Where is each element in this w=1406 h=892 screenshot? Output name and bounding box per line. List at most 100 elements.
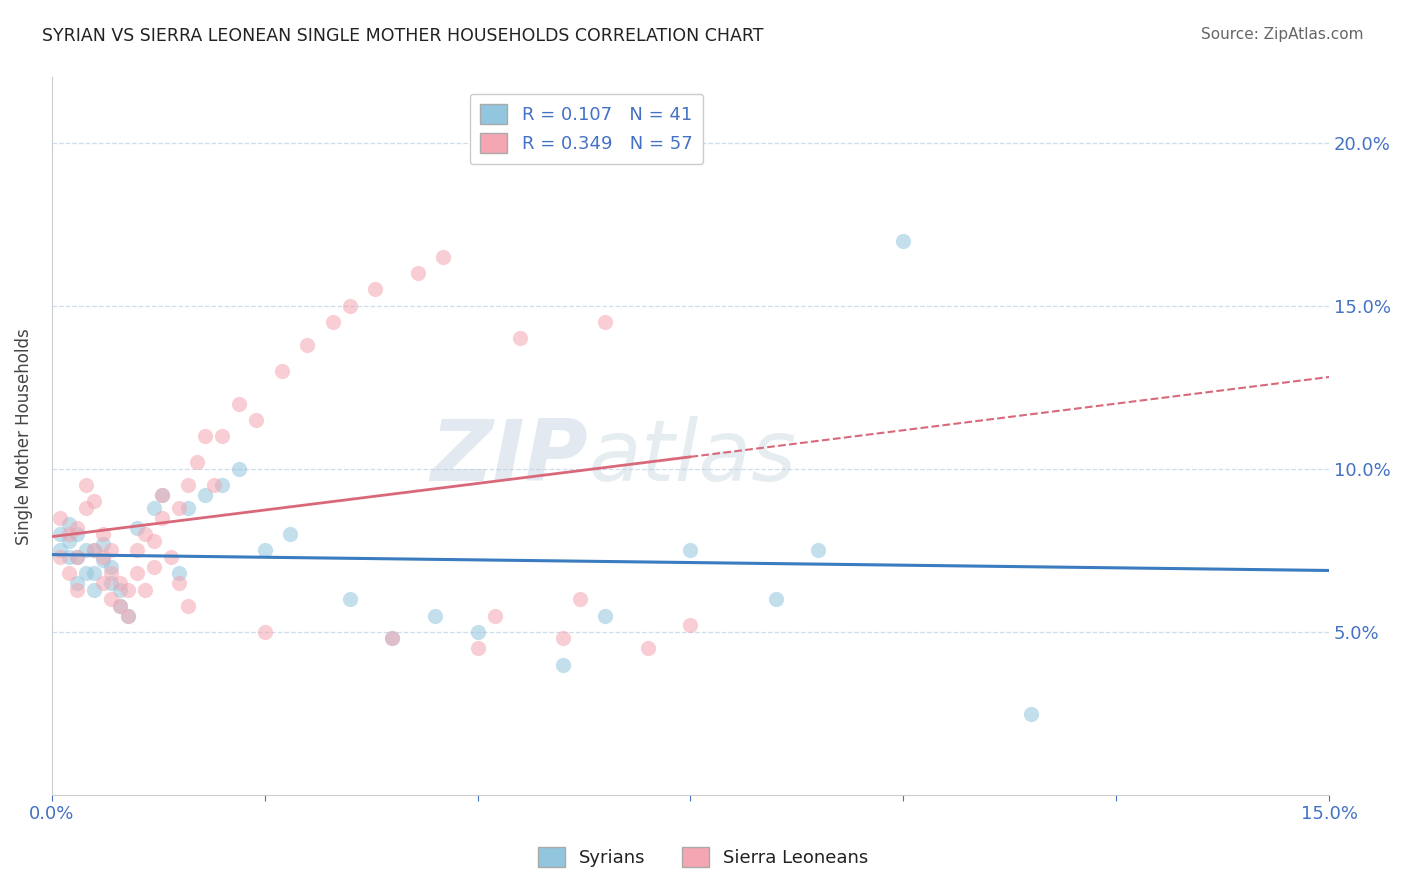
Point <box>595 608 617 623</box>
Point <box>595 315 617 329</box>
Point <box>551 657 574 672</box>
Text: Source: ZipAtlas.com: Source: ZipAtlas.com <box>1201 27 1364 42</box>
Point <box>49 543 72 558</box>
Point <box>125 543 148 558</box>
Point <box>100 559 122 574</box>
Point <box>83 494 105 508</box>
Legend: Syrians, Sierra Leoneans: Syrians, Sierra Leoneans <box>530 839 876 874</box>
Point <box>381 632 404 646</box>
Point <box>177 599 200 613</box>
Point <box>117 582 139 597</box>
Legend: R = 0.107   N = 41, R = 0.349   N = 57: R = 0.107 N = 41, R = 0.349 N = 57 <box>470 94 703 164</box>
Point <box>91 549 114 564</box>
Point <box>66 582 89 597</box>
Point <box>807 543 830 558</box>
Point <box>339 299 361 313</box>
Point <box>679 618 702 632</box>
Point <box>152 488 174 502</box>
Point <box>58 517 80 532</box>
Text: atlas: atlas <box>588 417 796 500</box>
Point <box>91 537 114 551</box>
Point <box>66 527 89 541</box>
Point <box>108 582 131 597</box>
Point <box>253 624 276 639</box>
Point <box>297 338 319 352</box>
Point <box>100 592 122 607</box>
Point <box>679 543 702 558</box>
Point <box>432 250 454 264</box>
Point <box>211 478 233 492</box>
Point <box>169 566 191 581</box>
Point <box>75 501 97 516</box>
Point <box>177 501 200 516</box>
Point <box>134 582 156 597</box>
Point <box>91 576 114 591</box>
Point <box>91 527 114 541</box>
Point <box>75 543 97 558</box>
Point <box>58 566 80 581</box>
Point <box>228 462 250 476</box>
Point <box>117 608 139 623</box>
Point <box>100 543 122 558</box>
Point <box>142 533 165 548</box>
Point <box>194 429 217 443</box>
Point <box>278 527 301 541</box>
Point <box>49 549 72 564</box>
Point <box>551 632 574 646</box>
Point <box>381 632 404 646</box>
Point <box>100 576 122 591</box>
Point <box>406 266 429 280</box>
Point <box>66 549 89 564</box>
Point <box>49 527 72 541</box>
Point <box>160 549 183 564</box>
Text: SYRIAN VS SIERRA LEONEAN SINGLE MOTHER HOUSEHOLDS CORRELATION CHART: SYRIAN VS SIERRA LEONEAN SINGLE MOTHER H… <box>42 27 763 45</box>
Point <box>117 608 139 623</box>
Point <box>484 608 506 623</box>
Point <box>142 501 165 516</box>
Point <box>177 478 200 492</box>
Point <box>423 608 446 623</box>
Point <box>322 315 344 329</box>
Point <box>891 234 914 248</box>
Point <box>169 576 191 591</box>
Point <box>194 488 217 502</box>
Point <box>467 624 489 639</box>
Point <box>66 520 89 534</box>
Point <box>211 429 233 443</box>
Point <box>202 478 225 492</box>
Y-axis label: Single Mother Households: Single Mother Households <box>15 328 32 545</box>
Point <box>169 501 191 516</box>
Point <box>108 576 131 591</box>
Point <box>83 543 105 558</box>
Point <box>49 510 72 524</box>
Point <box>765 592 787 607</box>
Point <box>66 576 89 591</box>
Point <box>467 641 489 656</box>
Point <box>83 543 105 558</box>
Point <box>83 582 105 597</box>
Point <box>1019 706 1042 721</box>
Point <box>339 592 361 607</box>
Point <box>228 397 250 411</box>
Point <box>637 641 659 656</box>
Point <box>108 599 131 613</box>
Point <box>270 364 292 378</box>
Point <box>91 553 114 567</box>
Point <box>58 549 80 564</box>
Point <box>83 566 105 581</box>
Point <box>125 520 148 534</box>
Point <box>142 559 165 574</box>
Point <box>568 592 591 607</box>
Text: ZIP: ZIP <box>430 417 588 500</box>
Point <box>152 488 174 502</box>
Point <box>75 566 97 581</box>
Point <box>58 527 80 541</box>
Point <box>253 543 276 558</box>
Point <box>125 566 148 581</box>
Point <box>134 527 156 541</box>
Point <box>152 510 174 524</box>
Point <box>100 566 122 581</box>
Point <box>186 455 208 469</box>
Point <box>66 549 89 564</box>
Point <box>245 413 267 427</box>
